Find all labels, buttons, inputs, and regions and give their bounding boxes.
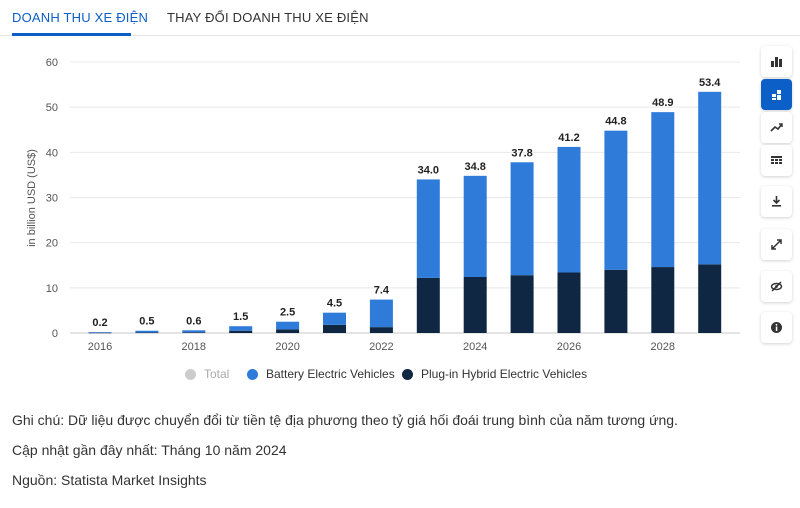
bar-bev-2026	[557, 146, 581, 273]
x-tick-label: 2020	[275, 341, 299, 353]
stacked-bar-button[interactable]	[761, 79, 792, 110]
table-icon	[771, 156, 782, 164]
bar-bev-2022	[369, 299, 393, 328]
total-label-2029: 53.4	[699, 77, 721, 89]
bar-phev-2028	[651, 267, 675, 333]
bar-phev-2017	[135, 332, 159, 334]
total-label-2024: 34.8	[464, 161, 485, 173]
total-label-2022: 7.4	[374, 285, 390, 297]
fullscreen-icon	[771, 239, 782, 250]
bar-chart-icon	[771, 57, 782, 67]
total-label-2025: 37.8	[511, 147, 532, 159]
fullscreen-button[interactable]	[761, 229, 792, 260]
x-tick-label: 2024	[463, 341, 487, 353]
y-tick-label: 10	[46, 283, 58, 295]
download-button[interactable]	[761, 186, 792, 217]
y-tick-label: 60	[46, 57, 58, 69]
bar-phev-2022	[369, 327, 393, 333]
total-label-2021: 4.5	[327, 298, 342, 310]
tab-bar: DOANH THU XE ĐIỆN THAY ĐỔI DOANH THU XE …	[0, 0, 800, 36]
total-label-2016: 0.2	[92, 317, 107, 329]
bar-bev-2016	[88, 332, 112, 333]
note-text: Ghi chú: Dữ liệu được chuyển đổi từ tiền…	[12, 412, 678, 428]
total-label-2018: 0.6	[186, 315, 201, 327]
tab-ev-revenue-change[interactable]: THAY ĐỔI DOANH THU XE ĐIỆN	[167, 10, 369, 25]
stacked-bar-icon	[772, 90, 781, 100]
bar-phev-2027	[604, 269, 628, 333]
bar-phev-2029	[698, 264, 722, 333]
bar-phev-2025	[510, 275, 534, 333]
tab-ev-revenue[interactable]: DOANH THU XE ĐIỆN	[12, 10, 149, 25]
legend-dot-total	[185, 368, 196, 380]
source-text: Nguồn: Statista Market Insights	[12, 472, 207, 488]
bar-phev-2026	[557, 272, 581, 333]
bar-bev-2020	[276, 321, 300, 330]
legend-item-bev[interactable]: Battery Electric Vehicles	[247, 367, 395, 381]
total-label-2028: 48.9	[652, 97, 673, 109]
y-tick-label: 50	[46, 102, 58, 114]
total-label-2017: 0.5	[139, 316, 154, 328]
bar-bev-2025	[510, 162, 534, 276]
chart-legend: Total Battery Electric Vehicles Plug-in …	[0, 367, 750, 383]
bar-phev-2020	[276, 329, 300, 333]
active-tab-indicator	[12, 33, 131, 36]
total-label-2020: 2.5	[280, 307, 295, 319]
x-tick-label: 2028	[651, 341, 675, 353]
total-label-2019: 1.5	[233, 311, 248, 323]
x-tick-label: 2018	[182, 341, 206, 353]
legend-label-bev: Battery Electric Vehicles	[266, 367, 395, 381]
bar-phev-2018	[182, 332, 206, 333]
bar-bev-2024	[463, 175, 487, 277]
y-axis-label: in billion USD (US$)	[26, 149, 38, 247]
hide-icon	[770, 281, 783, 292]
last-updated-text: Cập nhật gần đây nhất: Tháng 10 năm 2024	[12, 442, 287, 458]
info-icon	[771, 322, 782, 333]
bar-bev-2018	[182, 330, 206, 333]
bar-bev-2017	[135, 330, 159, 333]
download-icon	[772, 196, 781, 207]
legend-item-total[interactable]: Total	[185, 367, 229, 381]
trend-line-icon	[770, 123, 783, 132]
bar-bev-2028	[651, 112, 675, 268]
bar-phev-2023	[416, 277, 440, 333]
y-tick-label: 20	[46, 238, 58, 250]
y-tick-label: 30	[46, 193, 58, 205]
info-button[interactable]	[761, 312, 792, 343]
x-tick-label: 2026	[557, 341, 581, 353]
legend-dot-bev	[247, 368, 258, 380]
legend-item-phev[interactable]: Plug-in Hybrid Electric Vehicles	[402, 367, 587, 381]
y-tick-label: 40	[46, 147, 58, 159]
bar-bev-2019	[229, 326, 253, 331]
x-tick-label: 2022	[369, 341, 393, 353]
legend-dot-phev	[402, 368, 413, 380]
total-label-2023: 34.0	[418, 164, 439, 176]
line-chart-button[interactable]	[761, 112, 792, 143]
y-tick-label: 0	[52, 328, 58, 340]
bar-phev-2016	[88, 332, 112, 334]
stacked-bar-chart: 0 10 20 30 40 50 60 in billion USD (US$) 2016 201…	[26, 57, 740, 353]
legend-label-phev: Plug-in Hybrid Electric Vehicles	[421, 367, 588, 381]
x-tick-label: 2016	[88, 341, 112, 353]
bar-bev-2029	[698, 91, 722, 265]
bar-bev-2021	[323, 312, 346, 325]
bar-phev-2021	[323, 324, 346, 333]
total-label-2026: 41.2	[558, 132, 579, 144]
bar-phev-2019	[229, 330, 253, 333]
hide-button[interactable]	[761, 271, 792, 302]
bar-bev-2023	[416, 179, 440, 278]
bar-bev-2027	[604, 130, 628, 270]
total-label-2027: 44.8	[605, 116, 626, 128]
bar-chart-button[interactable]	[761, 46, 792, 77]
bar-phev-2024	[463, 276, 487, 333]
legend-label-total: Total	[204, 367, 230, 381]
table-view-button[interactable]	[761, 145, 792, 176]
